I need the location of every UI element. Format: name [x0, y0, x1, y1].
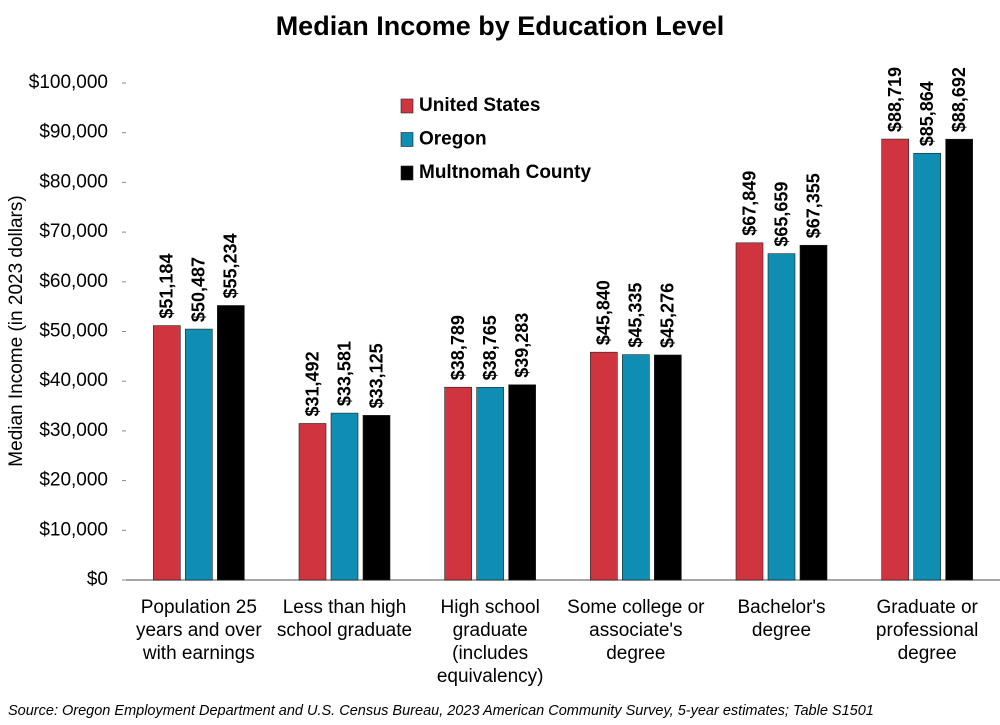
bar [913, 152, 941, 581]
x-tick-label: Some college or associate's degree [567, 597, 705, 664]
legend-swatch [400, 132, 414, 147]
y-tick-label: $0 [87, 569, 108, 590]
value-label: $33,125 [366, 343, 386, 408]
y-tick-label: $20,000 [39, 470, 108, 491]
x-tick-label: Graduate or professional degree [875, 597, 979, 664]
bar [767, 253, 796, 581]
y-tick-label: $10,000 [39, 519, 108, 540]
value-label: $39,283 [512, 313, 532, 378]
y-tick-label: $40,000 [39, 370, 108, 391]
y-tick-label: $30,000 [39, 420, 108, 441]
value-label: $65,659 [771, 182, 791, 247]
y-tick-label: $90,000 [39, 122, 108, 143]
legend-swatch [400, 165, 414, 181]
value-label: $45,840 [594, 280, 614, 345]
bar [330, 412, 359, 581]
bar [622, 354, 650, 581]
bar [508, 384, 536, 581]
legend-label: United States [419, 95, 540, 116]
value-label: $45,335 [626, 283, 646, 348]
x-tick-label: Less than high school graduate [276, 597, 413, 641]
x-tick-label: Population 25 years and over with earnin… [135, 597, 262, 664]
bar [735, 242, 764, 581]
bar [153, 325, 181, 581]
value-label: $38,765 [480, 315, 500, 380]
value-label: $51,184 [157, 254, 177, 319]
y-tick-label: $80,000 [39, 171, 108, 192]
y-tick-label: $50,000 [39, 321, 108, 342]
legend-swatch [400, 98, 414, 114]
x-tick-label: High school graduate (includes equivalen… [436, 597, 544, 687]
bar [185, 328, 213, 581]
y-tick-label: $100,000 [29, 72, 108, 93]
x-tick-label: Bachelor's degree [737, 597, 826, 641]
bar [590, 351, 618, 581]
value-label: $45,276 [658, 283, 678, 348]
chart-title: Median Income by Education Level [276, 11, 725, 41]
y-tick-label: $60,000 [39, 271, 108, 292]
value-label: $38,789 [448, 315, 468, 380]
value-label: $85,864 [917, 81, 937, 146]
y-axis-label: Median Income (in 2023 dollars) [6, 195, 27, 466]
bar [298, 423, 327, 581]
value-label: $88,719 [885, 67, 905, 132]
bar [945, 138, 973, 581]
bar [362, 415, 391, 581]
value-label: $55,234 [221, 233, 241, 298]
bar [799, 244, 828, 581]
value-label: $67,355 [803, 173, 823, 238]
value-label: $31,492 [302, 351, 322, 416]
value-label: $88,692 [949, 67, 969, 132]
bar [444, 386, 472, 581]
value-label: $67,849 [739, 171, 759, 236]
source-note: Source: Oregon Employment Department and… [8, 703, 874, 719]
value-label: $33,581 [334, 341, 354, 406]
legend-label: Oregon [419, 129, 487, 150]
bar [881, 138, 909, 581]
value-label: $50,487 [189, 257, 209, 322]
y-tick-label: $70,000 [39, 221, 108, 242]
bar [476, 387, 504, 581]
bar [654, 354, 682, 581]
legend-label: Multnomah County [419, 162, 591, 183]
bar [217, 305, 245, 581]
